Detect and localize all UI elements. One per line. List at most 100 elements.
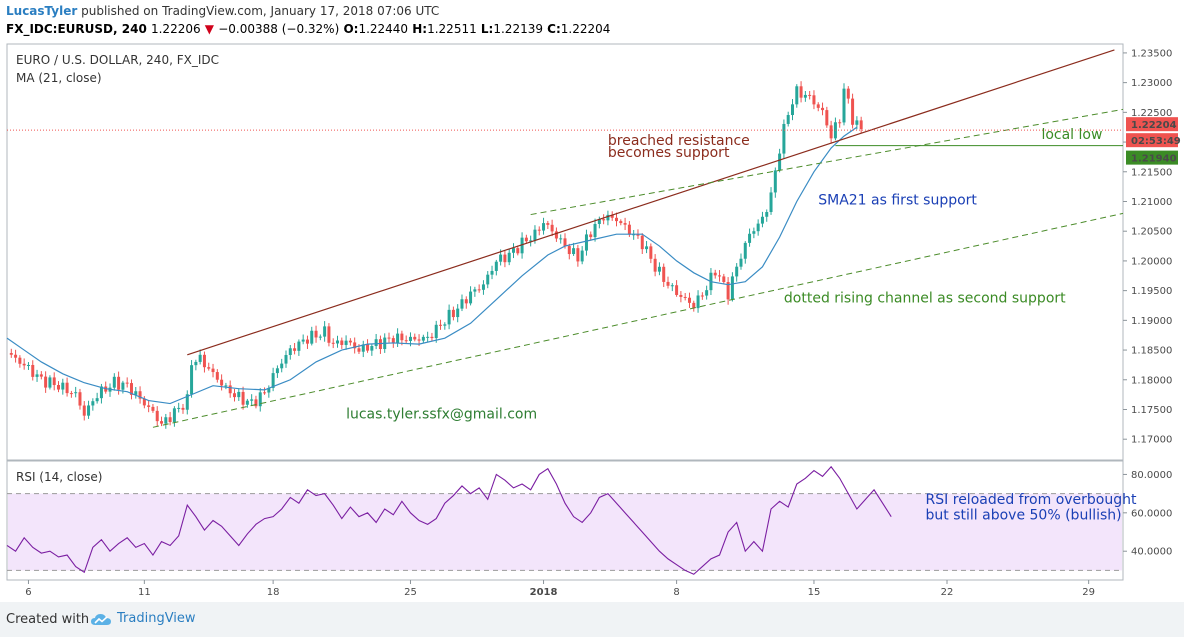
rsi-tick-label: 60.0000 (1131, 508, 1172, 519)
rsi-legend-label: RSI (14, close) (16, 470, 102, 484)
candle-body (550, 224, 554, 232)
candle-body (155, 410, 159, 422)
candle-body (649, 246, 653, 259)
cloud-logo-icon (91, 613, 111, 625)
tradingview-brand[interactable]: TradingView (90, 611, 196, 626)
candle-body (769, 192, 773, 213)
candle-body (580, 250, 584, 262)
candle-body (718, 275, 722, 277)
symbol-label: FX_IDC:EURUSD, 240 (6, 22, 147, 36)
candle-body (451, 309, 455, 318)
candle-body (572, 248, 576, 255)
candle-body (542, 223, 546, 231)
candle-body (305, 339, 309, 344)
time-tick-label: 8 (673, 587, 679, 598)
candle-body (773, 170, 777, 193)
candle-body (39, 374, 43, 377)
candle-body (177, 407, 181, 409)
candle-body (456, 308, 460, 318)
candle-body (168, 417, 172, 422)
price-tick-label: 1.22500 (1131, 108, 1172, 119)
candle-body (31, 364, 35, 377)
rsi-tick-label: 80.0000 (1131, 470, 1172, 481)
candle-body (237, 391, 241, 398)
chart-annotation: breached resistance (608, 133, 750, 149)
candle-body (421, 336, 425, 341)
time-tick-label: 29 (1082, 587, 1095, 598)
high-label: H: (412, 22, 428, 36)
candle-body (546, 223, 550, 225)
candle-body (520, 237, 524, 254)
candle-body (74, 392, 78, 394)
candle-body (752, 231, 756, 234)
candle-body (696, 295, 700, 309)
candle-body (636, 234, 640, 236)
candles-group (9, 81, 863, 429)
candle-body (160, 421, 164, 424)
candle-body (14, 354, 18, 358)
candle-body (713, 272, 717, 276)
candle-body (563, 238, 567, 247)
published-text: published on TradingView.com, January 17… (81, 4, 440, 18)
price-tick-label: 1.17500 (1131, 405, 1172, 416)
time-tick-label: 11 (138, 587, 151, 598)
countdown-badge-bg (1126, 133, 1178, 148)
candle-body (224, 385, 228, 387)
candle-body (314, 330, 318, 338)
candle-body (172, 408, 176, 422)
candle-body (344, 340, 348, 345)
candle-body (400, 333, 404, 341)
candle-body (602, 219, 606, 221)
low-value: 1.22139 (493, 22, 543, 36)
candle-body (507, 252, 511, 263)
candle-body (65, 382, 69, 394)
candle-body (258, 392, 262, 407)
candle-body (220, 379, 224, 386)
price-tick-label: 1.19500 (1131, 286, 1172, 297)
author-link[interactable]: LucasTyler (6, 4, 78, 18)
candle-body (284, 355, 288, 364)
candle-body (503, 254, 507, 263)
price-tick-label: 1.18500 (1131, 346, 1172, 357)
candle-body (353, 342, 357, 349)
candle-body (142, 398, 146, 406)
candle-body (653, 258, 657, 272)
candle-body (623, 223, 627, 225)
candle-body (460, 299, 464, 309)
price-tick-label: 1.17000 (1131, 435, 1172, 446)
candle-body (26, 364, 30, 366)
candle-body (670, 285, 674, 287)
candle-body (52, 377, 56, 386)
chart-annotation: SMA21 as first support (818, 192, 977, 208)
candle-body (511, 248, 515, 253)
candle-body (44, 376, 48, 388)
candle-body (645, 246, 649, 250)
candle-body (627, 224, 631, 235)
candle-body (241, 391, 245, 405)
candle-body (499, 254, 503, 262)
candle-body (95, 398, 99, 402)
candle-body (366, 344, 370, 351)
price-tick-label: 1.20500 (1131, 227, 1172, 238)
candle-body (245, 400, 249, 405)
candle-body (687, 297, 691, 303)
chart-annotation: becomes support (608, 145, 730, 161)
rsi-annotation: but still above 50% (bullish) (926, 508, 1122, 524)
low-label: L: (480, 22, 494, 36)
candle-body (529, 240, 533, 242)
candle-body (533, 229, 537, 241)
candle-body (825, 110, 829, 126)
brand-text: TradingView (117, 611, 196, 626)
candle-body (323, 326, 327, 337)
chart-canvas[interactable]: 1.17000 1.17500 1.18000 1.18500 1.19000 1.195… (0, 0, 1184, 600)
chart-annotation: dotted rising channel as second support (784, 291, 1066, 307)
candle-body (486, 274, 490, 285)
candle-body (9, 353, 13, 355)
candle-body (567, 246, 571, 255)
candle-body (22, 363, 26, 366)
candle-body (134, 391, 138, 395)
ma21-line (6, 126, 858, 405)
candle-body (464, 299, 468, 304)
candle-body (760, 216, 764, 224)
price-chart-title: EURO / U.S. DOLLAR, 240, FX_IDC (16, 53, 219, 67)
